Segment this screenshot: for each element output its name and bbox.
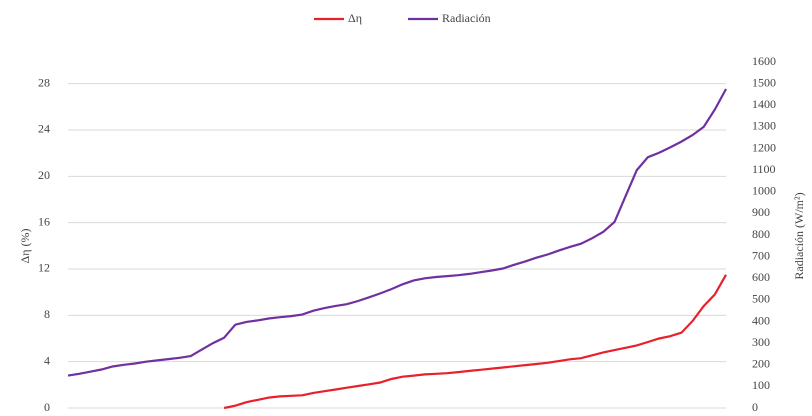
y2-tick-label: 900 — [752, 205, 770, 219]
y2-tick-label: 1400 — [752, 97, 776, 111]
y2-tick-label: 1600 — [752, 54, 776, 68]
y2-tick-label: 300 — [752, 335, 770, 349]
y2-tick-label: 400 — [752, 313, 770, 327]
y-tick-label: 12 — [38, 261, 50, 275]
y-tick-label: 24 — [38, 122, 50, 136]
y-tick-label: 4 — [44, 353, 50, 367]
y2-axis-label: Radiación (W/m²) — [792, 192, 806, 279]
y2-tick-label: 1300 — [752, 119, 776, 133]
line-series — [67, 88, 727, 377]
line-series — [223, 274, 727, 410]
y2-tick-label: 200 — [752, 357, 770, 371]
y-tick-label: 28 — [38, 75, 50, 89]
y-tick-label: 20 — [38, 168, 50, 182]
y2-tick-label: 1000 — [752, 184, 776, 198]
y2-tick-label: 0 — [752, 400, 758, 414]
y2-tick-label: 700 — [752, 248, 770, 262]
y-tick-label: 0 — [44, 400, 50, 414]
legend-label: Radiación — [442, 11, 491, 25]
y2-tick-label: 500 — [752, 292, 770, 306]
y2-tick-label: 1500 — [752, 75, 776, 89]
y2-tick-label: 1100 — [752, 162, 776, 176]
y2-tick-label: 100 — [752, 378, 770, 392]
y-tick-label: 16 — [38, 214, 50, 228]
legend-label: Δη — [348, 11, 362, 25]
y2-tick-label: 1200 — [752, 140, 776, 154]
y-tick-label: 8 — [44, 307, 50, 321]
y-axis-label: Δη (%) — [18, 229, 32, 264]
y2-tick-label: 800 — [752, 227, 770, 241]
y2-tick-label: 600 — [752, 270, 770, 284]
